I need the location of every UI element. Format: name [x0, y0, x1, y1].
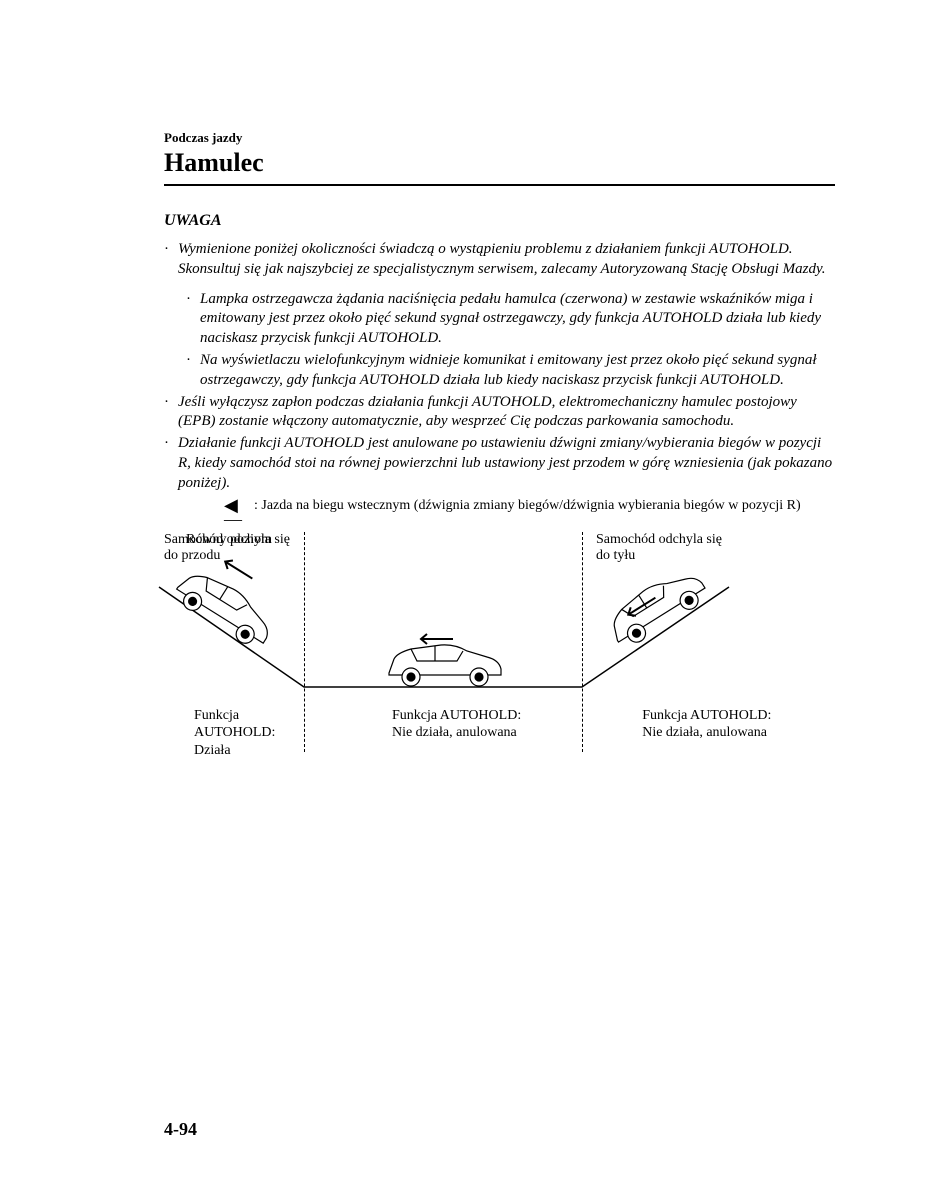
page-number: 4-94	[164, 1119, 197, 1140]
bullet-item: · Działanie funkcji AUTOHOLD jest anulow…	[164, 434, 835, 493]
bullet-marker: ·	[164, 393, 178, 433]
bullet-marker: ·	[186, 351, 200, 391]
arrow-icon	[419, 628, 459, 652]
bullet-text: Jeśli wyłączysz zapłon podczas działania…	[178, 393, 835, 433]
page-title: Hamulec	[164, 148, 835, 178]
bullet-text: Działanie funkcji AUTOHOLD jest anulowan…	[178, 434, 835, 493]
status-row: Funkcja AUTOHOLD: Działa Funkcja AUTOHOL…	[164, 707, 835, 760]
bullet-item: · Wymienione poniżej okoliczności świadc…	[164, 240, 835, 280]
legend-text: : Jazda na biegu wstecznym (dźwignia zmi…	[254, 498, 835, 515]
manual-page: Podczas jazdy Hamulec UWAGA · Wymienione…	[0, 0, 925, 1200]
sub-bullet-item: · Na wyświetlaczu wielofunkcyjnym widnie…	[186, 351, 835, 391]
status-line: AUTOHOLD:	[194, 725, 275, 740]
status-cell: Funkcja AUTOHOLD: Działa	[164, 707, 332, 760]
section-breadcrumb: Podczas jazdy	[164, 130, 835, 146]
sub-bullet-item: · Lampka ostrzegawcza żądania naciśnięci…	[186, 290, 835, 349]
autohold-diagram: Samochód odchyla się do przodu Równy poz…	[164, 532, 835, 762]
status-line: Funkcja	[194, 708, 239, 723]
status-line: Działa	[194, 743, 231, 758]
bullet-text: Wymienione poniżej okoliczności świadczą…	[178, 240, 835, 280]
diagram-legend: ◀— : Jazda na biegu wstecznym (dźwignia …	[224, 498, 835, 526]
status-line: Funkcja AUTOHOLD:	[642, 708, 771, 723]
status-line: Nie działa, anulowana	[642, 725, 767, 740]
note-body: · Wymienione poniżej okoliczności świadc…	[164, 240, 835, 762]
status-line: Nie działa, anulowana	[392, 725, 517, 740]
status-line: Funkcja AUTOHOLD:	[392, 708, 521, 723]
arrow-left-icon: ◀—	[224, 498, 254, 526]
bullet-marker: ·	[186, 290, 200, 349]
header-divider	[164, 184, 835, 186]
bullet-item: · Jeśli wyłączysz zapłon podczas działan…	[164, 393, 835, 433]
bullet-marker: ·	[164, 240, 178, 280]
status-cell: Funkcja AUTOHOLD: Nie działa, anulowana	[612, 707, 835, 760]
bullet-marker: ·	[164, 434, 178, 493]
bullet-text: Lampka ostrzegawcza żądania naciśnięcia …	[200, 290, 835, 349]
status-cell: Funkcja AUTOHOLD: Nie działa, anulowana	[332, 707, 612, 760]
bullet-text: Na wyświetlaczu wielofunkcyjnym widnieje…	[200, 351, 835, 391]
note-heading: UWAGA	[164, 212, 835, 230]
